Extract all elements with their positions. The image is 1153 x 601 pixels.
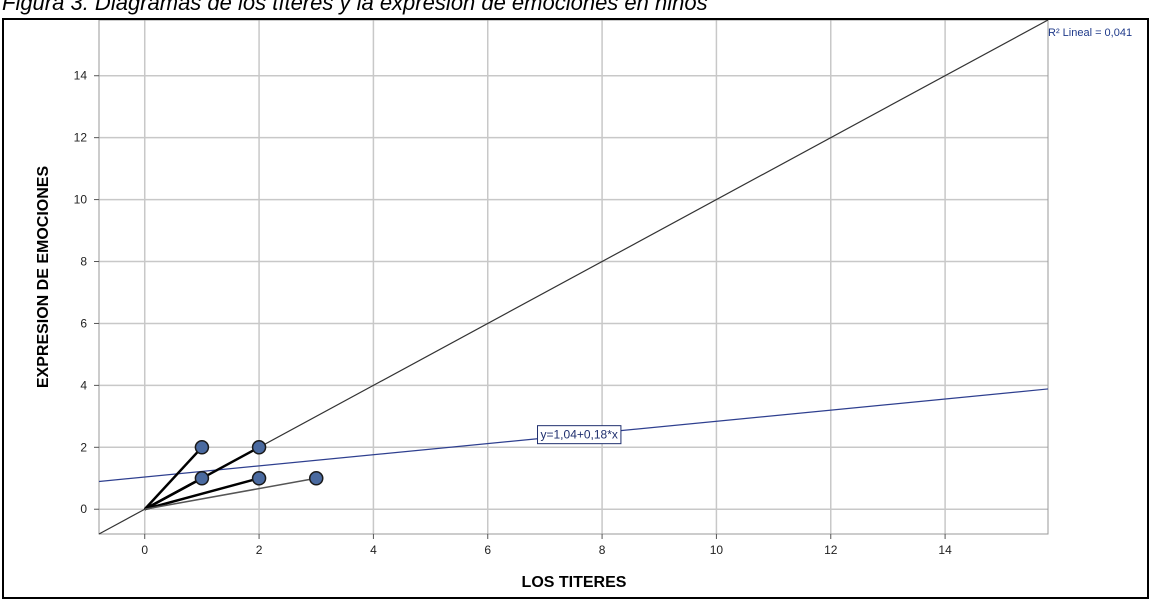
x-tick-label: 14 [938, 543, 952, 557]
x-tick-label: 10 [710, 543, 724, 557]
data-point [251, 440, 267, 455]
fit-equation-label: y=1,04+0,18*x [541, 428, 618, 442]
y-tick-label: 14 [74, 69, 88, 83]
spokes [143, 446, 317, 511]
spoke-line [143, 446, 203, 511]
data-point [194, 471, 210, 486]
y-tick-label: 10 [74, 193, 88, 207]
data-points [194, 440, 324, 486]
y-tick-label: 8 [80, 255, 87, 269]
x-tick-label: 8 [599, 543, 606, 557]
y-tick-label: 6 [80, 316, 87, 330]
data-point [308, 471, 324, 486]
y-tick-label: 2 [80, 440, 87, 454]
data-point [194, 440, 210, 455]
grid-lines [99, 20, 1048, 534]
x-tick-label: 2 [256, 543, 263, 557]
spoke-line [144, 477, 203, 511]
x-tick-label: 12 [824, 543, 838, 557]
plot-border [98, 20, 1049, 535]
y-tick-label: 4 [80, 378, 87, 392]
x-tick-label: 6 [484, 543, 491, 557]
x-tick-label: 4 [370, 543, 377, 557]
fit-equation-border [537, 425, 622, 445]
y-tick-label: 0 [80, 502, 87, 516]
tick-labels: 0 2 4 6 8 10 12 14 0 2 4 6 8 10 12 14 [74, 69, 952, 557]
x-axis-title: LOS TITERES [522, 574, 627, 591]
data-point [251, 471, 267, 486]
spoke-line [144, 477, 317, 510]
spoke-line [144, 477, 260, 511]
chart-frame: 0 2 4 6 8 10 12 14 0 2 4 6 8 10 12 14 LOS TITERES EXPRE… [2, 18, 1149, 599]
r-squared-label: R² Lineal = 0,041 [1048, 27, 1132, 39]
x-tick-label: 0 [141, 543, 148, 557]
fit-equation-box: y=1,04+0,18*x [537, 425, 622, 445]
figure-caption: Figura 3. Diagramas de los títeres y la … [2, 0, 708, 15]
y-axis-title: EXPRESION DE EMOCIONES [35, 166, 52, 389]
scatter-chart: 0 2 4 6 8 10 12 14 0 2 4 6 8 10 12 14 LOS TITERES EXPRE… [35, 20, 1132, 591]
y-tick-label: 12 [74, 131, 88, 145]
